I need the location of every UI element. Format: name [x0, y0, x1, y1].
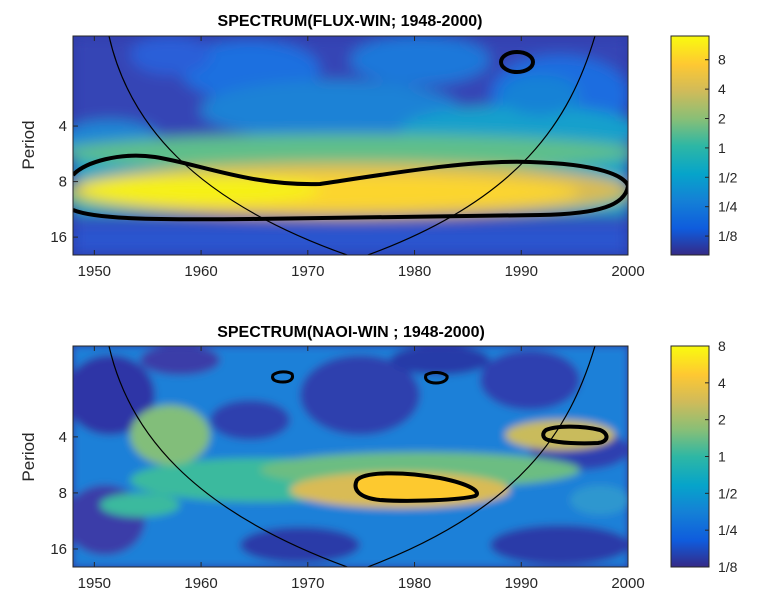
colorbar-tick-label: 1	[718, 140, 726, 156]
y-tick-label: 8	[59, 174, 67, 191]
x-tick-label: 1980	[398, 263, 431, 280]
y-axis-flux: 4 8 16 Period	[19, 118, 78, 246]
significance-contours-naoi	[271, 370, 609, 503]
colorbar-flux: 8 4 2 1 1/2 1/4 1/8	[670, 35, 738, 256]
colorbar-tick-label: 2	[718, 412, 726, 428]
colorbar-tick-label: 4	[718, 81, 726, 97]
y-axis-label-naoi: Period	[19, 432, 38, 481]
axes-box-naoi	[72, 345, 629, 568]
colorbar-naoi: 8 4 2 1 1/2 1/4 1/8	[670, 338, 738, 575]
heatmap-flux	[73, 36, 628, 255]
colorbar-tick-label: 1/2	[718, 169, 738, 185]
x-tick-label: 1990	[505, 575, 538, 592]
colorbar-tick-label: 1/2	[718, 485, 738, 501]
axes-box-flux	[72, 35, 629, 256]
colorbar-tick-label: 1/4	[718, 199, 738, 215]
colorbar-tick-label: 1/8	[718, 228, 738, 244]
y-tick-label: 8	[59, 485, 67, 502]
y-tick-label: 16	[50, 229, 67, 246]
colorbar-tick-label: 4	[718, 375, 726, 391]
colorbar-tick-label: 1/4	[718, 522, 738, 538]
significance-contour	[353, 471, 479, 503]
significance-contour	[541, 424, 609, 446]
significance-contour	[271, 370, 294, 384]
chart-title-flux: SPECTRUM(FLUX-WIN; 1948-2000)	[218, 13, 483, 30]
cone-of-influence-naoi	[108, 346, 596, 567]
heatmap-naoi	[73, 346, 628, 567]
y-axis-label-flux: Period	[19, 120, 38, 169]
x-tick-label: 1970	[291, 263, 324, 280]
y-tick-labels-naoi: 4 8 16	[50, 429, 78, 558]
colorbar-tick-label: 2	[718, 111, 726, 127]
x-tick-labels-flux: 1950 1960 1970 1980 1990 2000	[78, 36, 645, 280]
x-tick-label: 1950	[78, 575, 111, 592]
x-tick-label: 2000	[611, 575, 644, 592]
y-axis-naoi: 4 8 16 Period	[19, 429, 78, 558]
x-tick-labels-naoi: 1950 1960 1970 1980 1990 2000	[78, 346, 645, 592]
significance-contour-small	[499, 50, 535, 74]
x-tick-label: 1950	[78, 263, 111, 280]
x-tick-label: 1960	[184, 575, 217, 592]
cone-of-influence-flux	[108, 36, 596, 255]
colorbar-tick-label: 8	[718, 52, 726, 68]
x-tick-label: 1990	[505, 263, 538, 280]
significance-contour	[424, 371, 449, 385]
y-tick-label: 4	[59, 118, 67, 135]
y-tick-label: 4	[59, 429, 67, 446]
colorbar-tick-label: 1/8	[718, 559, 738, 575]
y-tick-label: 16	[50, 541, 67, 558]
colorbar-tick-label: 1	[718, 449, 726, 465]
panel-naoi: SPECTRUM(NAOI-WIN ; 1948-2000)	[19, 324, 738, 592]
x-tick-label: 2000	[611, 263, 644, 280]
colorbar-tick-label: 8	[718, 338, 726, 354]
x-tick-label: 1980	[398, 575, 431, 592]
x-tick-label: 1960	[184, 263, 217, 280]
chart-title-naoi: SPECTRUM(NAOI-WIN ; 1948-2000)	[217, 324, 485, 341]
panel-flux: SPECTRUM(FLUX-WIN; 1948-2000)	[19, 13, 738, 280]
y-tick-labels-flux: 4 8 16	[50, 118, 78, 246]
x-tick-label: 1970	[291, 575, 324, 592]
